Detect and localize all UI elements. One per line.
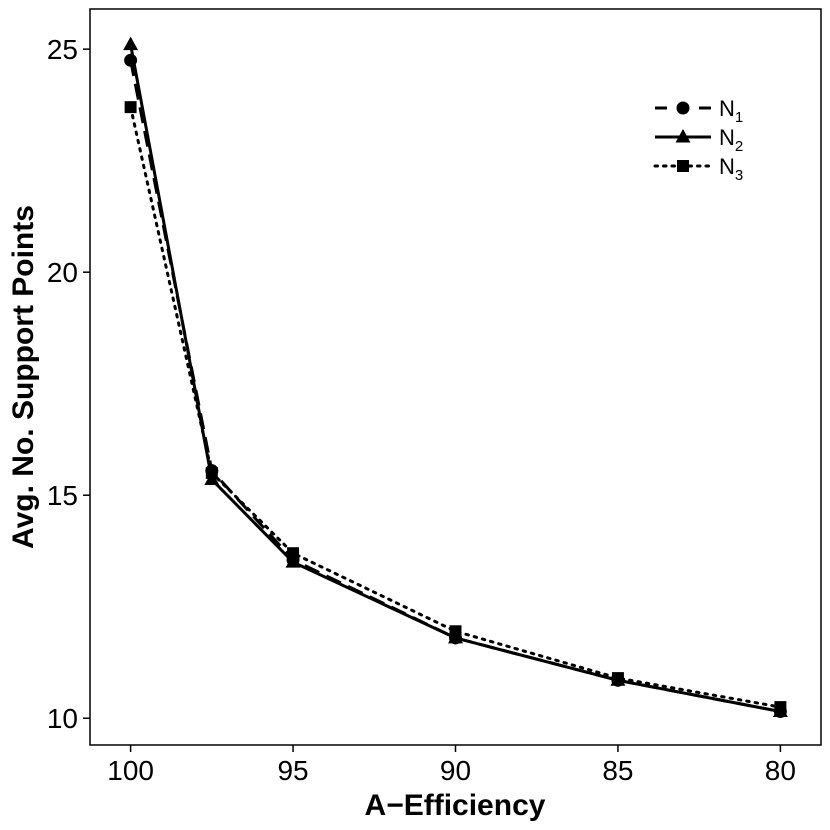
series-lines (129, 44, 782, 714)
data-point-n3 (205, 466, 218, 479)
x-tick-label: 85 (602, 755, 633, 786)
y-tick-label: 25 (47, 34, 78, 65)
y-axis-title: Avg. No. Support Points (7, 205, 40, 549)
y-tick-label: 20 (47, 257, 78, 288)
legend-label: N1 (719, 96, 743, 126)
x-tick-label: 95 (277, 755, 308, 786)
data-point-n3 (774, 701, 787, 714)
data-point-n3 (124, 101, 137, 114)
x-axis-title: A−Efficiency (365, 789, 546, 822)
x-tick-label: 80 (765, 755, 796, 786)
legend-key-square-icon (677, 160, 689, 172)
series-line-n3 (129, 105, 782, 709)
data-point-n3 (611, 672, 624, 685)
x-axis-ticks: 100 95 90 85 80 (107, 745, 796, 786)
data-point-n2 (123, 36, 139, 51)
data-point-n1 (124, 53, 138, 67)
plot-panel-border (89, 8, 822, 746)
data-point-n2 (285, 554, 301, 568)
legend-key-circle-icon (676, 101, 690, 115)
legend-label: N3 (719, 154, 743, 184)
y-axis-ticks: 10 15 20 25 (47, 34, 90, 734)
y-tick-label: 10 (47, 703, 78, 734)
series-markers (123, 36, 788, 719)
x-tick-label: 100 (107, 755, 154, 786)
data-point-n3 (287, 547, 300, 560)
data-point-n3 (449, 625, 462, 638)
x-tick-label: 90 (440, 755, 471, 786)
legend-label: N2 (719, 125, 743, 155)
y-tick-label: 15 (47, 480, 78, 511)
legend-key-triangle-icon (675, 128, 691, 143)
